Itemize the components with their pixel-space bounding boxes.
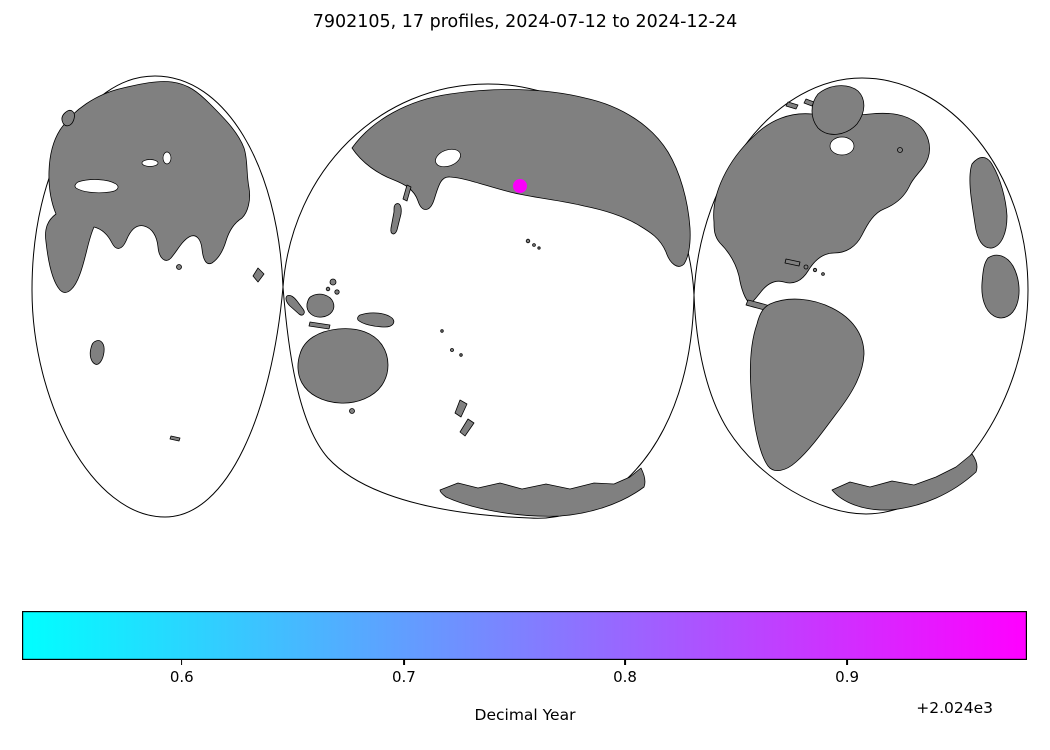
sri-lanka-island: [176, 264, 182, 270]
tick-mark: [181, 660, 183, 665]
philippines-islands: [325, 278, 340, 295]
andaman-sliver: [252, 267, 265, 283]
colorbar: [22, 611, 1027, 660]
new-zealand-islands: [454, 399, 475, 437]
figure-title: 7902105, 17 profiles, 2024-07-12 to 2024…: [312, 12, 738, 32]
land-australia: [297, 328, 389, 404]
kerguelen-island: [169, 435, 181, 442]
colorbar-gradient: [22, 611, 1027, 660]
hudson-bay: [829, 136, 855, 156]
java-island: [308, 321, 331, 330]
hawaii-islands: [525, 238, 541, 250]
colorbar-tick-0.9: 0.9: [835, 660, 859, 686]
colorbar-tick-0.6: 0.6: [170, 660, 194, 686]
black-sea: [141, 159, 159, 167]
britain-island: [61, 110, 75, 127]
tick-mark: [403, 660, 405, 665]
land-eurasia-africa: [45, 81, 250, 293]
madagascar-island: [89, 340, 105, 365]
sumatra-island: [285, 294, 305, 316]
tick-mark: [624, 660, 626, 665]
sea-of-okhotsk: [435, 148, 461, 168]
land-south-america: [750, 298, 865, 472]
tick-label: 0.7: [391, 668, 416, 686]
tick-mark: [846, 660, 848, 665]
tasmania-island: [349, 408, 355, 414]
borneo-island: [306, 293, 335, 318]
sakhalin-island: [402, 184, 412, 202]
iceland-island: [897, 147, 903, 153]
caspian-sea: [162, 151, 172, 165]
land-siberia-alaska: [351, 89, 691, 267]
profile-marker: [513, 179, 527, 193]
colorbar-tick-0.7: 0.7: [392, 660, 416, 686]
colorbar-tick-0.8: 0.8: [613, 660, 637, 686]
new-guinea-island: [357, 312, 395, 328]
colorbar-axis-label: Decimal Year: [474, 706, 576, 724]
tick-label: 0.8: [613, 668, 637, 686]
colorbar-offset-label: +2.024e3: [916, 699, 993, 717]
land-africa-seam: [981, 254, 1020, 319]
pacific-islands: [440, 329, 463, 357]
mediterranean-sea: [74, 179, 119, 194]
antarctica-right: [831, 453, 978, 511]
japan-islands: [390, 203, 402, 235]
tick-label: 0.9: [835, 668, 860, 686]
tick-label: 0.6: [169, 668, 194, 686]
caribbean-islands: [784, 258, 825, 276]
antarctica-middle: [439, 467, 646, 517]
land-greenland: [811, 85, 865, 135]
land-europe-seam: [969, 157, 1008, 249]
